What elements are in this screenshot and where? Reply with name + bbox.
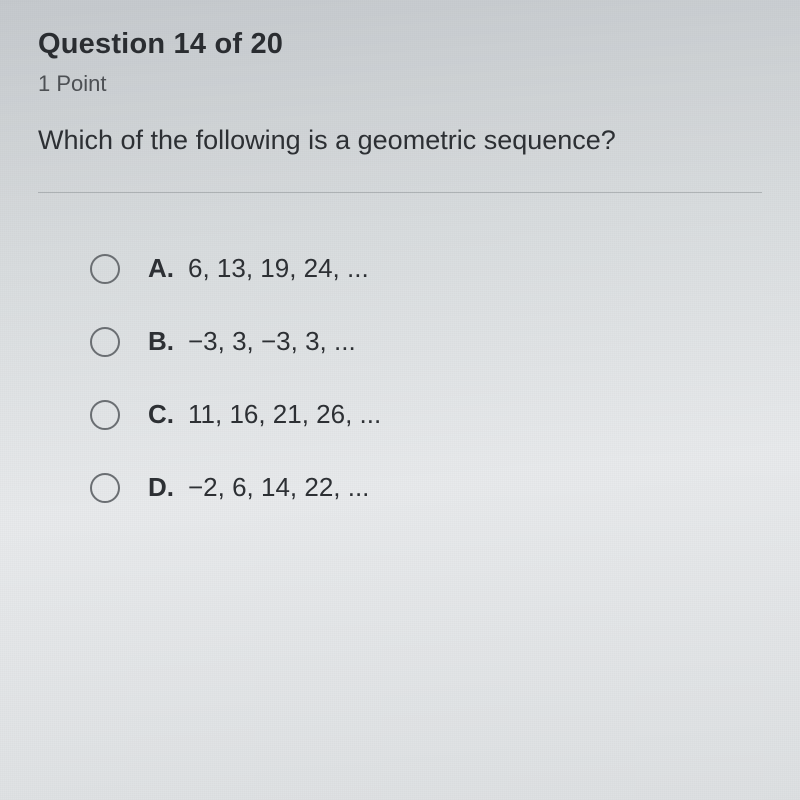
option-c-text: 11, 16, 21, 26, ... <box>188 399 381 430</box>
radio-c[interactable] <box>90 400 120 430</box>
answer-options: A. 6, 13, 19, 24, ... B. −3, 3, −3, 3, .… <box>38 253 762 503</box>
radio-d[interactable] <box>90 473 120 503</box>
option-a-text: 6, 13, 19, 24, ... <box>188 253 369 284</box>
option-a-row[interactable]: A. 6, 13, 19, 24, ... <box>90 253 762 284</box>
option-b-label: B. <box>148 326 176 357</box>
question-points: 1 Point <box>38 71 762 97</box>
section-divider <box>38 192 762 193</box>
option-c-label: C. <box>148 399 176 430</box>
radio-b[interactable] <box>90 327 120 357</box>
radio-a[interactable] <box>90 254 120 284</box>
option-d-text: −2, 6, 14, 22, ... <box>188 472 369 503</box>
option-b-text: −3, 3, −3, 3, ... <box>188 326 356 357</box>
option-d-label: D. <box>148 472 176 503</box>
question-prompt: Which of the following is a geometric se… <box>38 123 762 158</box>
option-d-row[interactable]: D. −2, 6, 14, 22, ... <box>90 472 762 503</box>
question-number-header: Question 14 of 20 <box>38 28 762 61</box>
option-c-row[interactable]: C. 11, 16, 21, 26, ... <box>90 399 762 430</box>
option-a-label: A. <box>148 253 176 284</box>
option-b-row[interactable]: B. −3, 3, −3, 3, ... <box>90 326 762 357</box>
